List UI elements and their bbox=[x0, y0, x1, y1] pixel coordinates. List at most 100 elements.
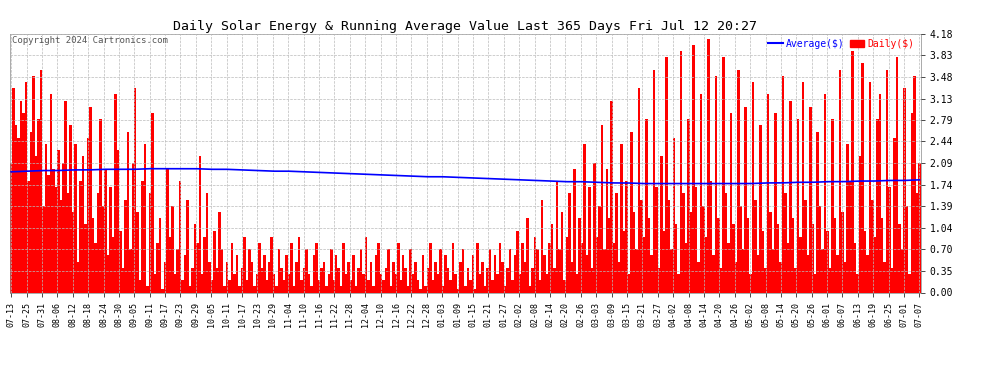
Bar bbox=[471, 255, 474, 292]
Bar bbox=[357, 268, 359, 292]
Bar bbox=[54, 187, 57, 292]
Bar bbox=[764, 268, 767, 292]
Bar bbox=[700, 94, 702, 292]
Bar bbox=[633, 212, 636, 292]
Bar bbox=[571, 261, 573, 292]
Bar bbox=[541, 200, 544, 292]
Bar bbox=[573, 169, 576, 292]
Bar bbox=[474, 290, 476, 292]
Bar bbox=[641, 200, 643, 292]
Bar bbox=[246, 280, 248, 292]
Bar bbox=[459, 261, 461, 292]
Bar bbox=[762, 231, 764, 292]
Bar bbox=[367, 280, 369, 292]
Bar bbox=[623, 231, 626, 292]
Bar bbox=[191, 268, 194, 292]
Bar bbox=[435, 261, 437, 292]
Bar bbox=[163, 261, 166, 292]
Bar bbox=[74, 144, 77, 292]
Bar bbox=[308, 274, 310, 292]
Bar bbox=[99, 119, 102, 292]
Bar bbox=[511, 280, 514, 292]
Bar bbox=[77, 261, 79, 292]
Bar bbox=[740, 206, 742, 292]
Bar bbox=[250, 261, 253, 292]
Bar bbox=[555, 181, 558, 292]
Bar bbox=[509, 249, 511, 292]
Bar bbox=[432, 280, 435, 292]
Bar bbox=[832, 119, 834, 292]
Bar bbox=[772, 249, 774, 292]
Bar bbox=[647, 218, 650, 292]
Bar bbox=[290, 243, 293, 292]
Bar bbox=[310, 286, 313, 292]
Bar bbox=[425, 286, 427, 292]
Bar bbox=[67, 194, 69, 292]
Bar bbox=[866, 255, 868, 292]
Bar bbox=[484, 286, 486, 292]
Bar bbox=[40, 70, 43, 292]
Bar bbox=[402, 255, 405, 292]
Bar bbox=[727, 243, 730, 292]
Bar bbox=[710, 181, 712, 292]
Bar bbox=[858, 156, 861, 292]
Bar bbox=[43, 206, 45, 292]
Bar bbox=[913, 76, 916, 292]
Bar bbox=[445, 255, 446, 292]
Bar bbox=[846, 144, 848, 292]
Bar bbox=[754, 200, 757, 292]
Bar bbox=[382, 280, 385, 292]
Bar bbox=[45, 144, 48, 292]
Bar bbox=[827, 231, 829, 292]
Bar bbox=[722, 57, 725, 292]
Bar bbox=[417, 280, 420, 292]
Bar bbox=[631, 132, 633, 292]
Bar bbox=[730, 113, 732, 292]
Bar bbox=[529, 286, 531, 292]
Bar bbox=[278, 249, 280, 292]
Bar bbox=[501, 261, 504, 292]
Bar bbox=[861, 63, 863, 292]
Bar bbox=[377, 243, 380, 292]
Bar bbox=[415, 261, 417, 292]
Bar bbox=[142, 181, 144, 292]
Bar bbox=[427, 268, 430, 292]
Bar bbox=[749, 274, 752, 292]
Bar bbox=[911, 113, 913, 292]
Bar bbox=[486, 268, 489, 292]
Bar bbox=[747, 218, 749, 292]
Bar bbox=[652, 70, 655, 292]
Bar bbox=[613, 243, 616, 292]
Bar bbox=[392, 261, 395, 292]
Bar bbox=[519, 274, 521, 292]
Bar bbox=[596, 237, 598, 292]
Bar bbox=[89, 107, 92, 292]
Bar bbox=[323, 261, 325, 292]
Bar bbox=[134, 88, 137, 292]
Bar bbox=[657, 268, 660, 292]
Bar bbox=[23, 113, 25, 292]
Bar bbox=[62, 162, 64, 292]
Bar bbox=[593, 162, 596, 292]
Bar bbox=[521, 243, 524, 292]
Bar bbox=[744, 107, 747, 292]
Bar bbox=[621, 144, 623, 292]
Bar bbox=[168, 237, 171, 292]
Bar bbox=[454, 274, 456, 292]
Bar bbox=[888, 187, 891, 292]
Bar bbox=[526, 218, 529, 292]
Bar bbox=[117, 150, 119, 292]
Bar bbox=[598, 206, 601, 292]
Bar bbox=[283, 280, 285, 292]
Bar bbox=[685, 243, 687, 292]
Bar bbox=[544, 255, 545, 292]
Bar bbox=[347, 261, 349, 292]
Bar bbox=[122, 268, 124, 292]
Bar bbox=[107, 255, 109, 292]
Bar bbox=[158, 218, 161, 292]
Bar bbox=[545, 274, 548, 292]
Bar bbox=[69, 125, 72, 292]
Bar bbox=[548, 243, 550, 292]
Bar bbox=[536, 249, 539, 292]
Bar bbox=[52, 169, 54, 292]
